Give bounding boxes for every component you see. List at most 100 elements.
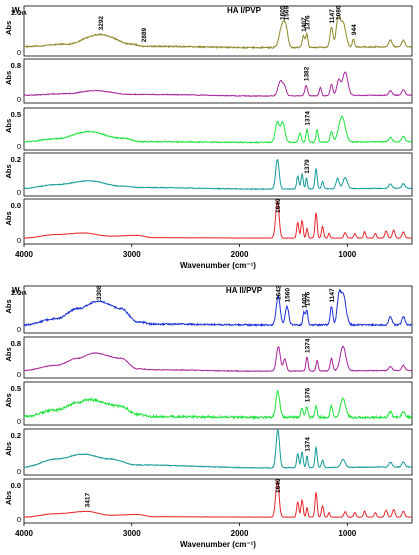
y-tick-label-0: 0 (17, 370, 21, 379)
y-tick-label-0: 0 (17, 142, 21, 151)
x-axis-label: Wavenumber (cm⁻¹) (180, 261, 256, 270)
peak-label-1382: 1382 (304, 66, 311, 81)
y-axis-label: Abs (4, 393, 13, 407)
spectrum-line-1-0 (23, 14, 413, 50)
peak-label-1379: 1379 (304, 159, 311, 174)
series-name-label: 0.2 (11, 155, 21, 164)
peak-label-1376: 1376 (304, 387, 311, 402)
y-axis-label: Abs (4, 164, 13, 178)
w-ha-label: WHA (12, 6, 27, 17)
row-frame (23, 381, 413, 426)
peak-label-1407: 1407 (301, 17, 308, 32)
x-tick-label-1000: 1000 (338, 529, 356, 538)
w-ha-label: WHA (12, 286, 27, 297)
peak-label-1403: 1403 (301, 293, 308, 308)
x-tick-label-4000: 4000 (15, 250, 33, 259)
spectrum-line-0-8 (23, 71, 413, 98)
series-name-label: 0.2 (11, 431, 21, 440)
peak-label-1376: 1376 (304, 15, 311, 30)
row-frame (23, 58, 413, 104)
y-axis-label: Abs (4, 21, 13, 35)
panel-title: HA II/PVP (226, 286, 263, 295)
series-name-label: 0.5 (11, 384, 21, 393)
peak-label-3417: 3417 (84, 493, 91, 508)
series-name-label: 0.0 (11, 481, 21, 490)
y-tick-label-0: 0 (17, 188, 21, 197)
y-tick-label-0: 0 (17, 48, 21, 57)
y-tick-label-0: 0 (17, 467, 21, 476)
row-frame (23, 5, 413, 57)
row-frame (23, 107, 413, 151)
peak-label-1374: 1374 (305, 338, 312, 353)
y-tick-label-0: 0 (17, 325, 21, 334)
peak-label-1605: 1605 (280, 5, 287, 20)
peak-label-2889: 2889 (141, 27, 148, 42)
row-frame (23, 478, 413, 524)
spectrum-row-0-2: 0 0.2 Abs 1374 (4, 428, 413, 476)
y-tick-label-0: 0 (17, 236, 21, 245)
row-frame (23, 152, 413, 197)
y-axis-label: Abs (4, 71, 13, 85)
peak-label-1374: 1374 (305, 437, 312, 452)
spectrum-line-0-0 (23, 480, 413, 518)
y-axis-label: Abs (4, 299, 13, 313)
y-axis-label: Abs (4, 347, 13, 361)
series-name-label: 1.0 (11, 288, 21, 297)
series-name-label: 0.0 (11, 201, 21, 210)
peak-label-1569: 1569 (284, 5, 291, 20)
panel-title: HA I/PVP (227, 6, 262, 15)
series-name-label: 0.8 (11, 339, 21, 348)
row-frame (23, 336, 413, 379)
series-name-label: 0.5 (11, 110, 21, 119)
peak-label-1376: 1376 (304, 291, 311, 306)
row-frame (23, 285, 413, 334)
peak-label-1649: 1649 (275, 198, 282, 213)
x-tick-label-2000: 2000 (231, 250, 249, 259)
spectrum-line-1-0 (23, 288, 413, 328)
x-tick-label-3000: 3000 (123, 529, 141, 538)
peak-label-1147: 1147 (329, 9, 336, 23)
y-axis-label: Abs (4, 442, 13, 456)
y-axis-label: Abs (4, 491, 13, 505)
x-tick-label-2000: 2000 (231, 529, 249, 538)
spectrum-line-0-8 (23, 345, 413, 373)
y-tick-label-0: 0 (17, 417, 21, 426)
x-tick-label-3000: 3000 (123, 250, 141, 259)
row-frame (23, 198, 413, 245)
x-tick-label-4000: 4000 (15, 529, 33, 538)
series-name-label: 0.8 (11, 61, 21, 70)
spectrum-line-0-2 (23, 158, 413, 191)
y-tick-label-0: 0 (17, 95, 21, 104)
peak-label-944: 944 (351, 24, 358, 35)
peak-label-1560: 1560 (284, 288, 291, 303)
peak-label-1649: 1649 (275, 478, 282, 493)
y-axis-label: Abs (4, 119, 13, 133)
series-name-label: 1.0 (11, 8, 21, 17)
y-axis-label: Abs (4, 211, 13, 225)
peak-label-1374: 1374 (305, 111, 312, 126)
x-tick-label-1000: 1000 (338, 250, 356, 259)
peak-label-3292: 3292 (98, 16, 105, 31)
peak-label-1086: 1086 (336, 5, 343, 20)
row-frame (23, 428, 413, 476)
spectrum-line-0-2 (23, 429, 413, 469)
spectrum-line-0-5 (23, 115, 413, 144)
y-tick-label-0: 0 (17, 515, 21, 524)
x-axis-label: Wavenumber (cm⁻¹) (180, 540, 256, 549)
peak-label-1642: 1642 (276, 285, 283, 300)
spectrum-line-0-0 (23, 200, 413, 239)
peak-label-3308: 3308 (96, 285, 103, 300)
